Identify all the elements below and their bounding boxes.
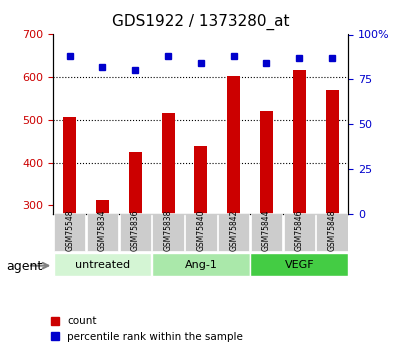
Bar	[128, 152, 142, 334]
Text: GSM75844: GSM75844	[261, 209, 270, 251]
Text: GSM75836: GSM75836	[130, 209, 139, 251]
Bar	[194, 146, 207, 334]
FancyBboxPatch shape	[283, 213, 314, 251]
FancyBboxPatch shape	[54, 253, 151, 276]
FancyBboxPatch shape	[218, 213, 249, 251]
FancyBboxPatch shape	[250, 253, 347, 276]
Text: GSM75834: GSM75834	[98, 209, 107, 251]
Bar	[259, 111, 272, 334]
Bar	[63, 117, 76, 334]
Legend: count, percentile rank within the sample: count, percentile rank within the sample	[46, 312, 247, 345]
Bar	[96, 200, 109, 334]
Text: GSM75838: GSM75838	[163, 209, 172, 251]
Text: GSM75848: GSM75848	[327, 209, 336, 251]
Title: GDS1922 / 1373280_at: GDS1922 / 1373280_at	[112, 14, 289, 30]
FancyBboxPatch shape	[152, 213, 183, 251]
Text: Ang-1: Ang-1	[184, 260, 217, 270]
Text: GSM75842: GSM75842	[229, 209, 238, 251]
Text: untreated: untreated	[75, 260, 130, 270]
FancyBboxPatch shape	[152, 253, 249, 276]
FancyBboxPatch shape	[87, 213, 118, 251]
FancyBboxPatch shape	[119, 213, 151, 251]
Bar	[325, 90, 338, 334]
Bar	[227, 76, 240, 334]
Text: GSM75840: GSM75840	[196, 209, 205, 251]
Bar	[161, 113, 174, 334]
FancyBboxPatch shape	[250, 213, 281, 251]
FancyBboxPatch shape	[316, 213, 347, 251]
Text: GSM75846: GSM75846	[294, 209, 303, 251]
FancyBboxPatch shape	[54, 213, 85, 251]
Bar	[292, 70, 305, 334]
Text: VEGF: VEGF	[284, 260, 313, 270]
Text: agent: agent	[6, 260, 42, 273]
Text: GSM75548: GSM75548	[65, 209, 74, 251]
FancyBboxPatch shape	[185, 213, 216, 251]
